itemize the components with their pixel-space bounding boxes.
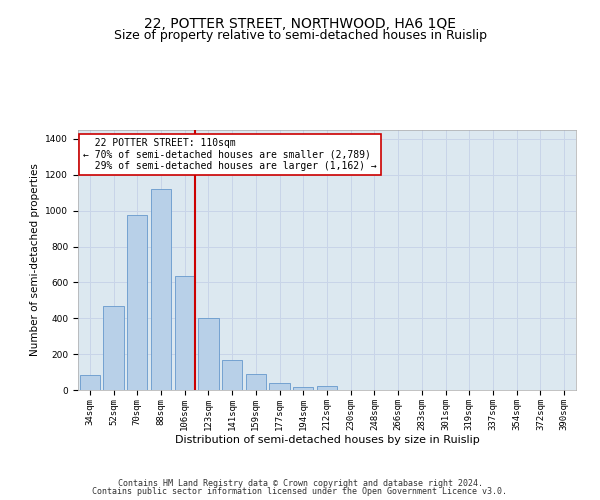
Bar: [246, 374, 266, 390]
Bar: [175, 276, 195, 390]
Bar: [199, 318, 218, 390]
Bar: [80, 375, 100, 390]
Y-axis label: Number of semi-detached properties: Number of semi-detached properties: [30, 164, 40, 356]
Text: 22 POTTER STREET: 110sqm  
← 70% of semi-detached houses are smaller (2,789)
  2: 22 POTTER STREET: 110sqm ← 70% of semi-d…: [83, 138, 377, 171]
Bar: [293, 387, 313, 390]
Bar: [222, 360, 242, 390]
Bar: [269, 383, 290, 390]
Bar: [103, 306, 124, 390]
X-axis label: Distribution of semi-detached houses by size in Ruislip: Distribution of semi-detached houses by …: [175, 436, 479, 446]
Text: 22, POTTER STREET, NORTHWOOD, HA6 1QE: 22, POTTER STREET, NORTHWOOD, HA6 1QE: [144, 18, 456, 32]
Text: Size of property relative to semi-detached houses in Ruislip: Size of property relative to semi-detach…: [113, 29, 487, 42]
Bar: [151, 189, 171, 390]
Text: Contains HM Land Registry data © Crown copyright and database right 2024.: Contains HM Land Registry data © Crown c…: [118, 478, 482, 488]
Text: Contains public sector information licensed under the Open Government Licence v3: Contains public sector information licen…: [92, 487, 508, 496]
Bar: [317, 386, 337, 390]
Bar: [127, 215, 148, 390]
